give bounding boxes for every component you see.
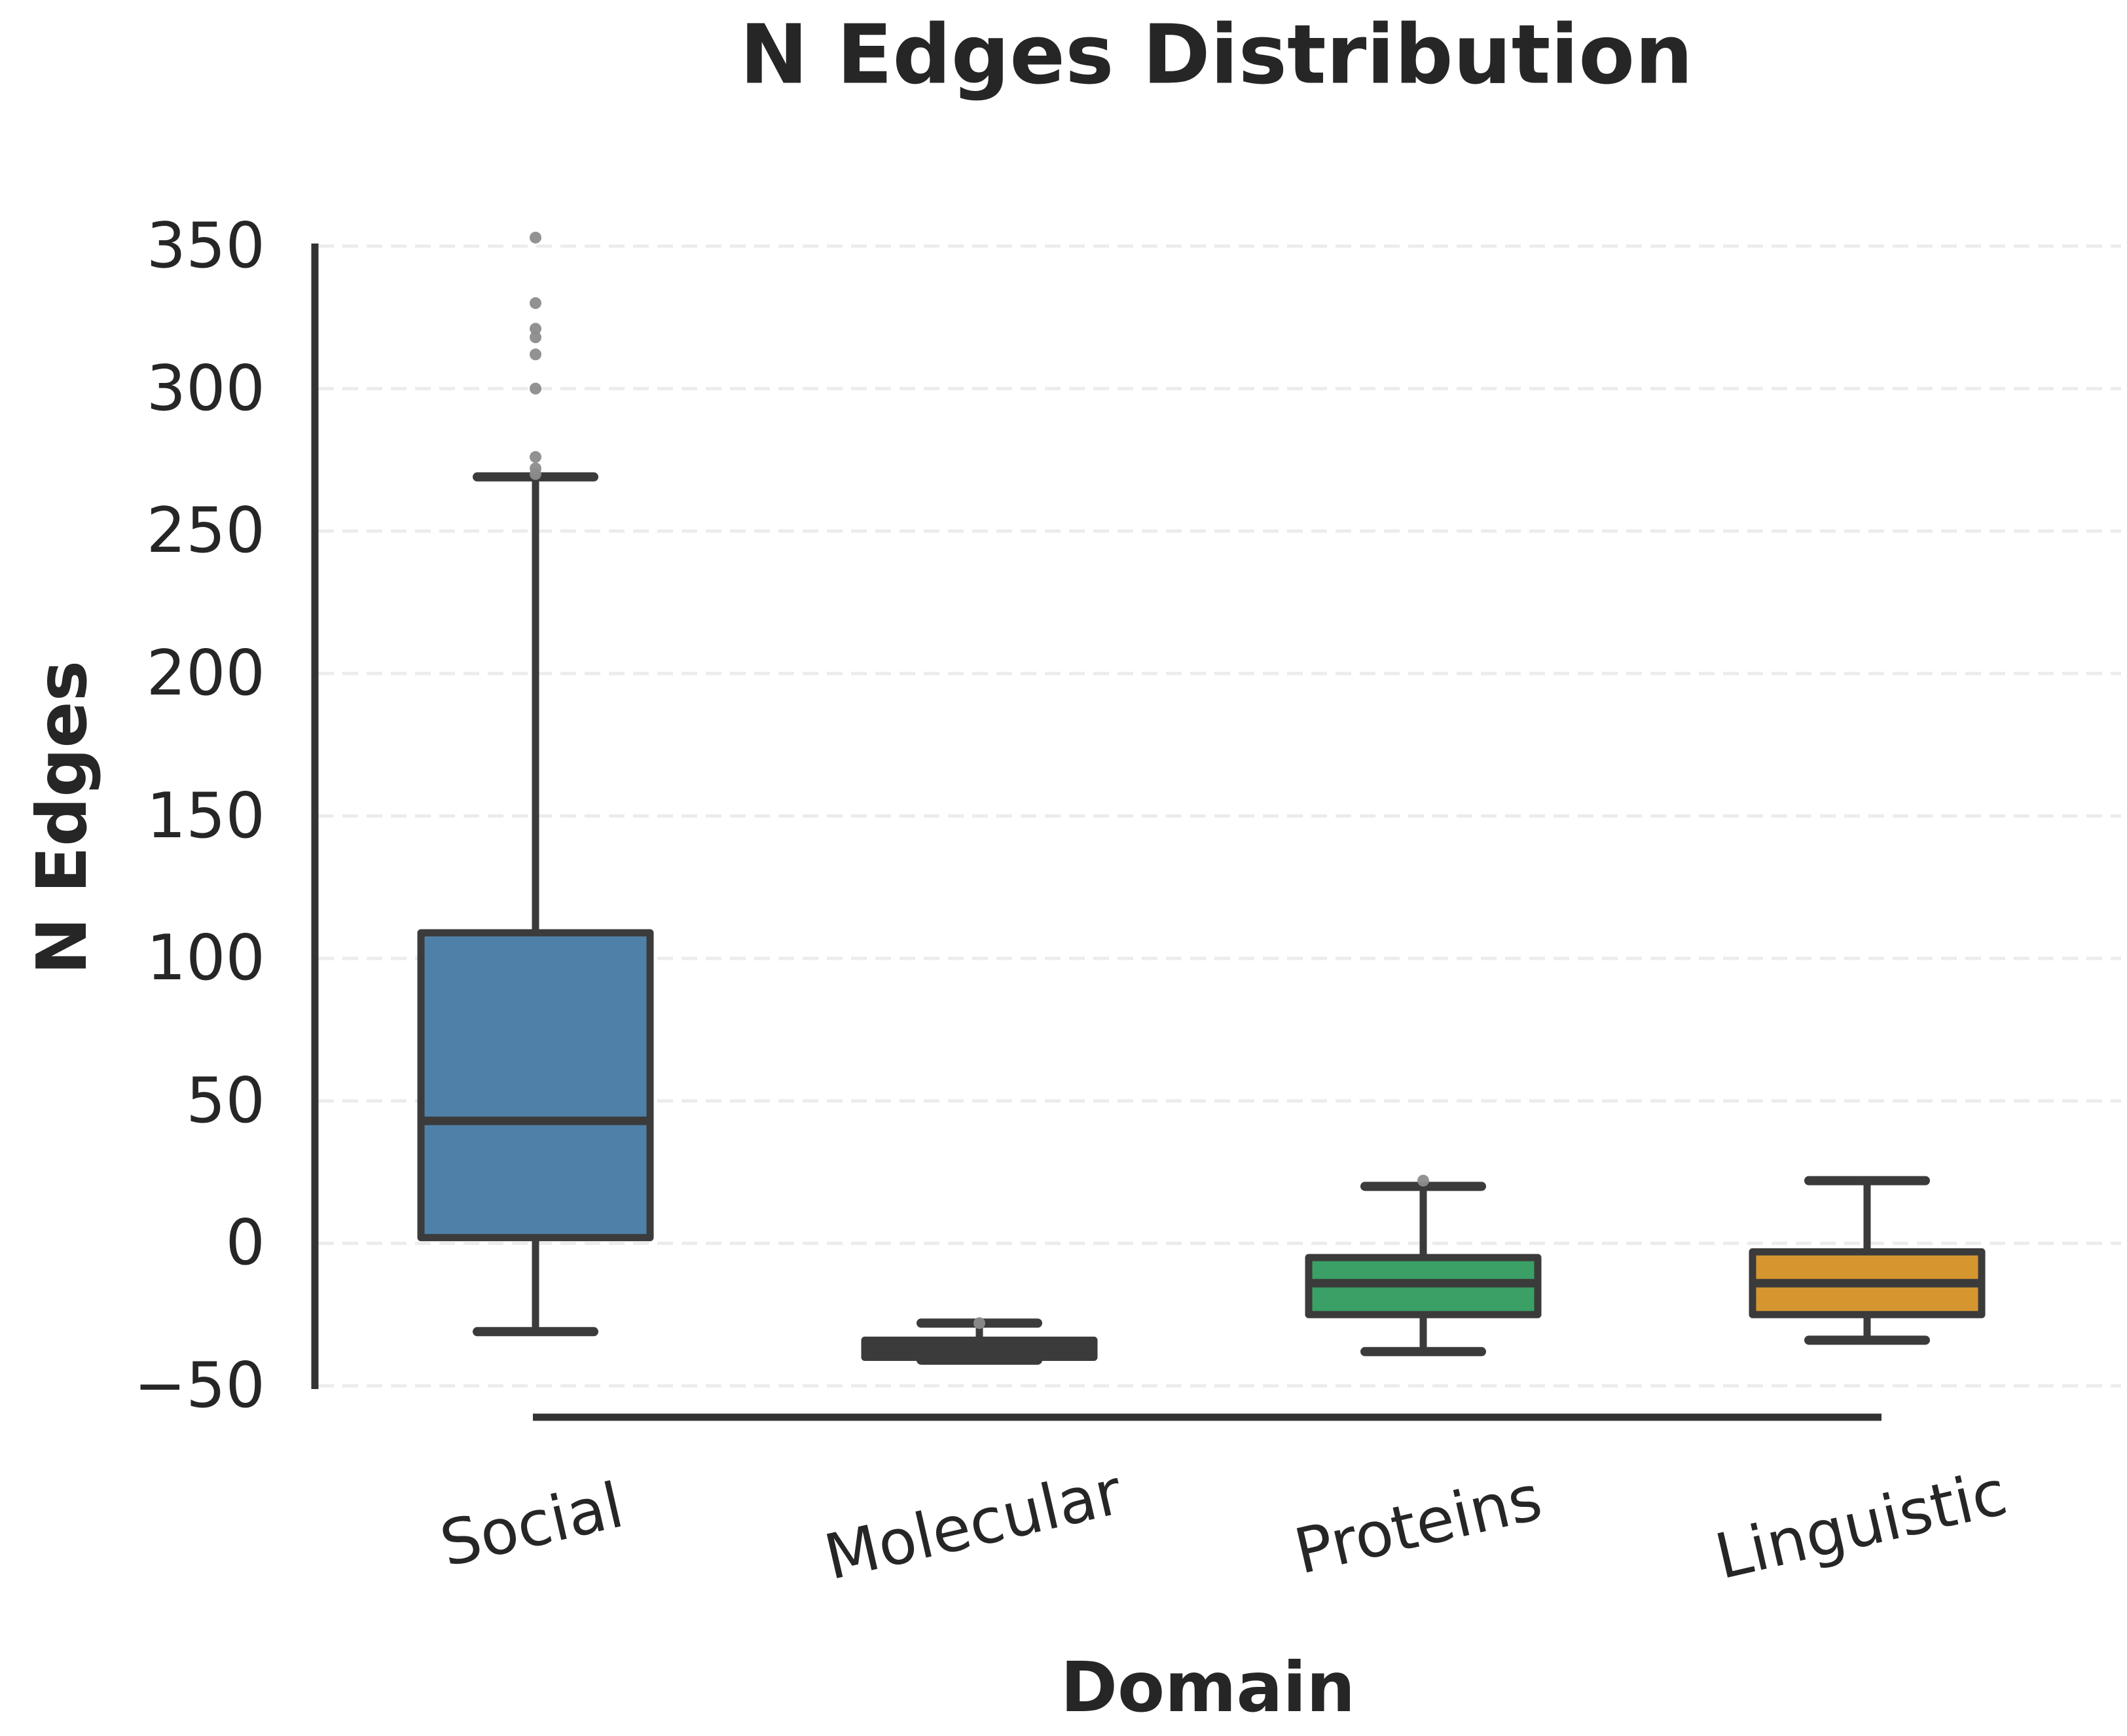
y-tick-label: 150	[146, 780, 265, 852]
outlier-dot	[1417, 1174, 1429, 1187]
outlier-dot	[530, 451, 541, 463]
box-social	[417, 929, 654, 1242]
outlier-dot	[530, 323, 541, 335]
y-tick-label: 50	[186, 1064, 265, 1137]
y-tick-label: 200	[146, 637, 265, 710]
y-tick-label: 300	[146, 352, 265, 425]
y-tick-label: 0	[225, 1207, 265, 1280]
y-tick-label: 350	[146, 210, 265, 282]
chart-title: N Edges Distribution	[739, 7, 1694, 103]
y-tick-label: −50	[134, 1350, 265, 1422]
outlier-dot	[973, 1317, 985, 1329]
outlier-dot	[530, 382, 541, 395]
x-axis-label: Domain	[1060, 1648, 1356, 1727]
outlier-dot	[530, 297, 541, 310]
outlier-dot	[530, 468, 541, 480]
outlier-dot	[530, 348, 541, 361]
y-tick-label: 100	[146, 922, 265, 995]
outlier-dot	[530, 331, 541, 344]
outlier-dot	[530, 231, 541, 244]
y-tick-label: 250	[146, 495, 265, 568]
